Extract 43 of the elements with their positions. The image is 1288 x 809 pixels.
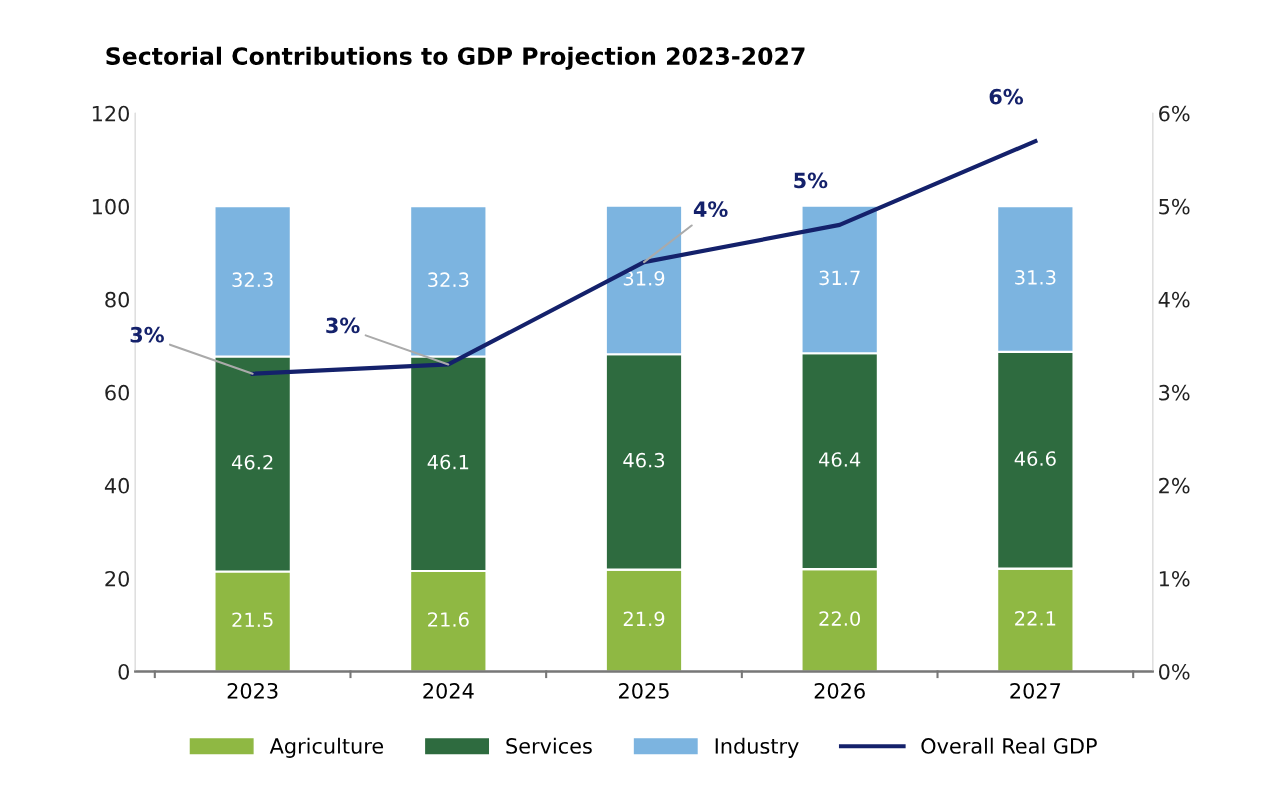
data-label: 3% (130, 326, 164, 343)
data-label: 46.4 (818, 452, 861, 467)
x-tick-label: 2023 (227, 682, 278, 699)
y2-tick-label: 3% (1159, 384, 1190, 401)
data-label: 22.0 (819, 611, 861, 626)
y2-tick-label: 1% (1159, 570, 1190, 587)
data-label: 21.9 (623, 611, 665, 627)
y-tick-label: 20 (105, 570, 129, 587)
data-label: 46.2 (231, 454, 273, 470)
x-tick-label: 2024 (423, 682, 474, 699)
y-tick-label: 40 (104, 477, 129, 494)
y2-tick-label: 4% (1158, 291, 1190, 308)
data-label: 46.6 (1014, 451, 1056, 466)
data-label: 32.3 (232, 272, 273, 288)
data-label: 21.5 (232, 612, 273, 628)
data-label: 6% (989, 88, 1024, 105)
data-label: 22.1 (1015, 611, 1056, 626)
y-tick-label: 0 (118, 663, 129, 680)
data-label: 31.7 (819, 270, 860, 286)
legend-label: Agriculture (269, 737, 384, 758)
y2-tick-label: 0% (1158, 663, 1190, 680)
data-label: 3% (326, 317, 360, 334)
x-tick-label: 2027 (1010, 682, 1061, 699)
x-tick-label: 2025 (619, 682, 669, 699)
data-label: 4% (693, 201, 728, 217)
x-tick-label: 2026 (814, 682, 865, 699)
y2-tick-label: 2% (1159, 477, 1190, 494)
y-tick-label: 60 (105, 384, 129, 401)
chart-title: Sectorial Contributions to GDP Projection 2023-2027 (106, 46, 805, 70)
y-tick-label: 80 (105, 291, 129, 308)
data-label: 46.1 (427, 454, 469, 470)
data-label: 32.3 (428, 272, 469, 288)
data-label: 5% (794, 172, 828, 189)
y2-tick-label: 5% (1159, 198, 1190, 215)
data-label: 31.3 (1015, 270, 1056, 285)
y-tick-label: 100 (92, 198, 129, 215)
data-label: 21.6 (428, 612, 469, 627)
legend-label: Overall Real GDP (921, 737, 1097, 754)
data-label: 46.3 (623, 452, 665, 468)
legend-label: Industry (715, 737, 799, 758)
y-tick-label: 120 (92, 105, 129, 122)
legend-label: Services (506, 737, 592, 754)
y2-tick-label: 6% (1159, 105, 1190, 122)
